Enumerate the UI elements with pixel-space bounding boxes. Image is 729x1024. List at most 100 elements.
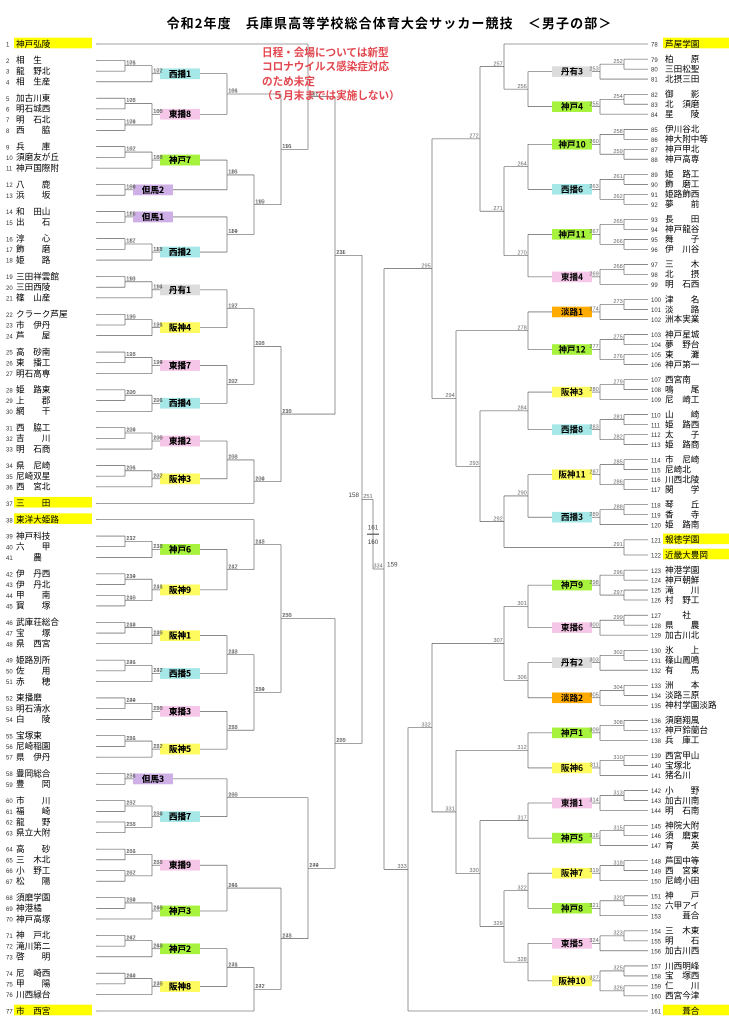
svg-text:140: 140	[651, 764, 662, 770]
svg-text:西播5: 西播5	[169, 668, 191, 680]
svg-text:204: 204	[126, 428, 135, 434]
svg-text:尼崎小田: 尼崎小田	[665, 874, 699, 886]
svg-text:出 石: 出 石	[16, 216, 51, 228]
svg-text:234: 234	[153, 811, 162, 817]
svg-text:東播5: 東播5	[561, 937, 583, 949]
svg-text:三 田: 三 田	[16, 497, 50, 509]
svg-text:篠 山産: 篠 山産	[16, 292, 51, 304]
svg-text:102: 102	[651, 318, 662, 324]
svg-text:106: 106	[651, 363, 662, 369]
svg-text:128: 128	[651, 624, 662, 630]
svg-text:東播4: 東播4	[561, 271, 583, 283]
svg-text:255: 255	[589, 101, 598, 107]
svg-text:151: 151	[651, 894, 662, 900]
svg-text:205: 205	[153, 436, 162, 442]
svg-text:161: 161	[651, 1010, 662, 1016]
svg-text:77: 77	[6, 1010, 13, 1016]
svg-text:72: 72	[6, 945, 13, 951]
svg-text:阪神1: 阪神1	[169, 630, 191, 642]
svg-text:加古川西: 加古川西	[665, 945, 700, 957]
svg-text:123: 123	[651, 569, 662, 575]
svg-text:324: 324	[589, 938, 598, 944]
svg-text:110: 110	[651, 413, 661, 419]
svg-text:葺合: 葺合	[665, 1005, 700, 1017]
svg-text:149: 149	[651, 869, 662, 875]
svg-text:250: 250	[336, 738, 345, 744]
svg-text:神戸5: 神戸5	[561, 832, 583, 844]
svg-text:334: 334	[373, 564, 382, 570]
svg-text:120: 120	[651, 523, 662, 529]
svg-text:8: 8	[6, 129, 10, 135]
svg-text:11: 11	[6, 167, 13, 173]
svg-text:川西緑台: 川西緑台	[16, 988, 51, 1000]
svg-text:16: 16	[6, 237, 13, 243]
svg-text:85: 85	[651, 128, 658, 134]
svg-text:46: 46	[6, 621, 13, 627]
svg-text:報徳学園: 報徳学園	[665, 534, 699, 546]
svg-text:東播8: 東播8	[169, 108, 191, 120]
svg-text:150: 150	[651, 879, 662, 885]
svg-text:5: 5	[6, 97, 10, 103]
svg-text:西播4: 西播4	[169, 397, 191, 409]
svg-text:281: 281	[613, 414, 622, 420]
svg-text:91: 91	[651, 193, 658, 199]
svg-text:94: 94	[651, 228, 658, 234]
svg-text:36: 36	[6, 485, 13, 491]
svg-text:姫 路: 姫 路	[16, 254, 51, 266]
svg-text:275: 275	[613, 334, 622, 340]
svg-text:丹有2: 丹有2	[561, 657, 583, 669]
svg-text:137: 137	[651, 729, 662, 735]
svg-text:158: 158	[651, 975, 662, 981]
svg-text:98: 98	[651, 273, 658, 279]
svg-text:加古川北: 加古川北	[665, 629, 700, 641]
svg-text:夢 前: 夢 前	[665, 198, 700, 210]
svg-text:西播7: 西播7	[169, 811, 191, 823]
svg-text:311: 311	[590, 763, 599, 769]
svg-text:321: 321	[589, 903, 598, 909]
svg-text:81: 81	[651, 78, 658, 84]
svg-text:13: 13	[6, 194, 13, 200]
svg-text:304: 304	[613, 685, 622, 691]
svg-text:78: 78	[651, 43, 658, 49]
svg-text:32: 32	[6, 437, 13, 443]
svg-text:網 干: 網 干	[16, 405, 51, 417]
svg-text:阪神10: 阪神10	[558, 975, 585, 987]
svg-text:326: 326	[613, 986, 622, 992]
svg-text:288: 288	[613, 504, 622, 510]
svg-text:143: 143	[651, 799, 662, 805]
svg-text:阪神7: 阪神7	[561, 867, 583, 879]
svg-text:99: 99	[651, 283, 658, 289]
svg-text:261: 261	[613, 174, 622, 180]
svg-text:40: 40	[6, 545, 13, 551]
svg-text:星 陵: 星 陵	[665, 108, 700, 120]
svg-text:236: 236	[126, 849, 135, 855]
svg-text:葺合: 葺合	[665, 910, 700, 922]
svg-text:318: 318	[613, 860, 622, 866]
svg-text:赤 穂: 赤 穂	[16, 675, 51, 687]
svg-text:268: 268	[613, 264, 622, 270]
svg-text:18: 18	[6, 259, 13, 265]
svg-text:159: 159	[387, 562, 398, 569]
svg-text:327: 327	[589, 976, 598, 982]
svg-text:316: 316	[589, 833, 598, 839]
svg-text:202: 202	[228, 379, 237, 385]
svg-text:191: 191	[282, 144, 291, 150]
svg-text:神戸3: 神戸3	[169, 905, 191, 917]
svg-text:9: 9	[6, 145, 10, 151]
svg-text:県 伊丹: 県 伊丹	[16, 751, 51, 763]
svg-text:神戸12: 神戸12	[558, 344, 585, 356]
svg-text:26: 26	[6, 361, 13, 367]
svg-text:東播2: 東播2	[169, 435, 191, 447]
svg-text:181: 181	[228, 89, 237, 95]
svg-text:219: 219	[126, 622, 135, 628]
svg-text:235: 235	[228, 792, 237, 798]
svg-text:221: 221	[126, 660, 135, 666]
svg-text:明 石商: 明 石商	[16, 443, 51, 455]
svg-text:126: 126	[651, 599, 662, 605]
svg-text:178: 178	[126, 98, 135, 104]
svg-text:神戸第一: 神戸第一	[665, 358, 700, 370]
svg-text:53: 53	[6, 707, 13, 713]
svg-text:北摂三田: 北摂三田	[665, 73, 699, 85]
svg-text:265: 265	[613, 219, 622, 225]
svg-text:198: 198	[126, 352, 135, 358]
